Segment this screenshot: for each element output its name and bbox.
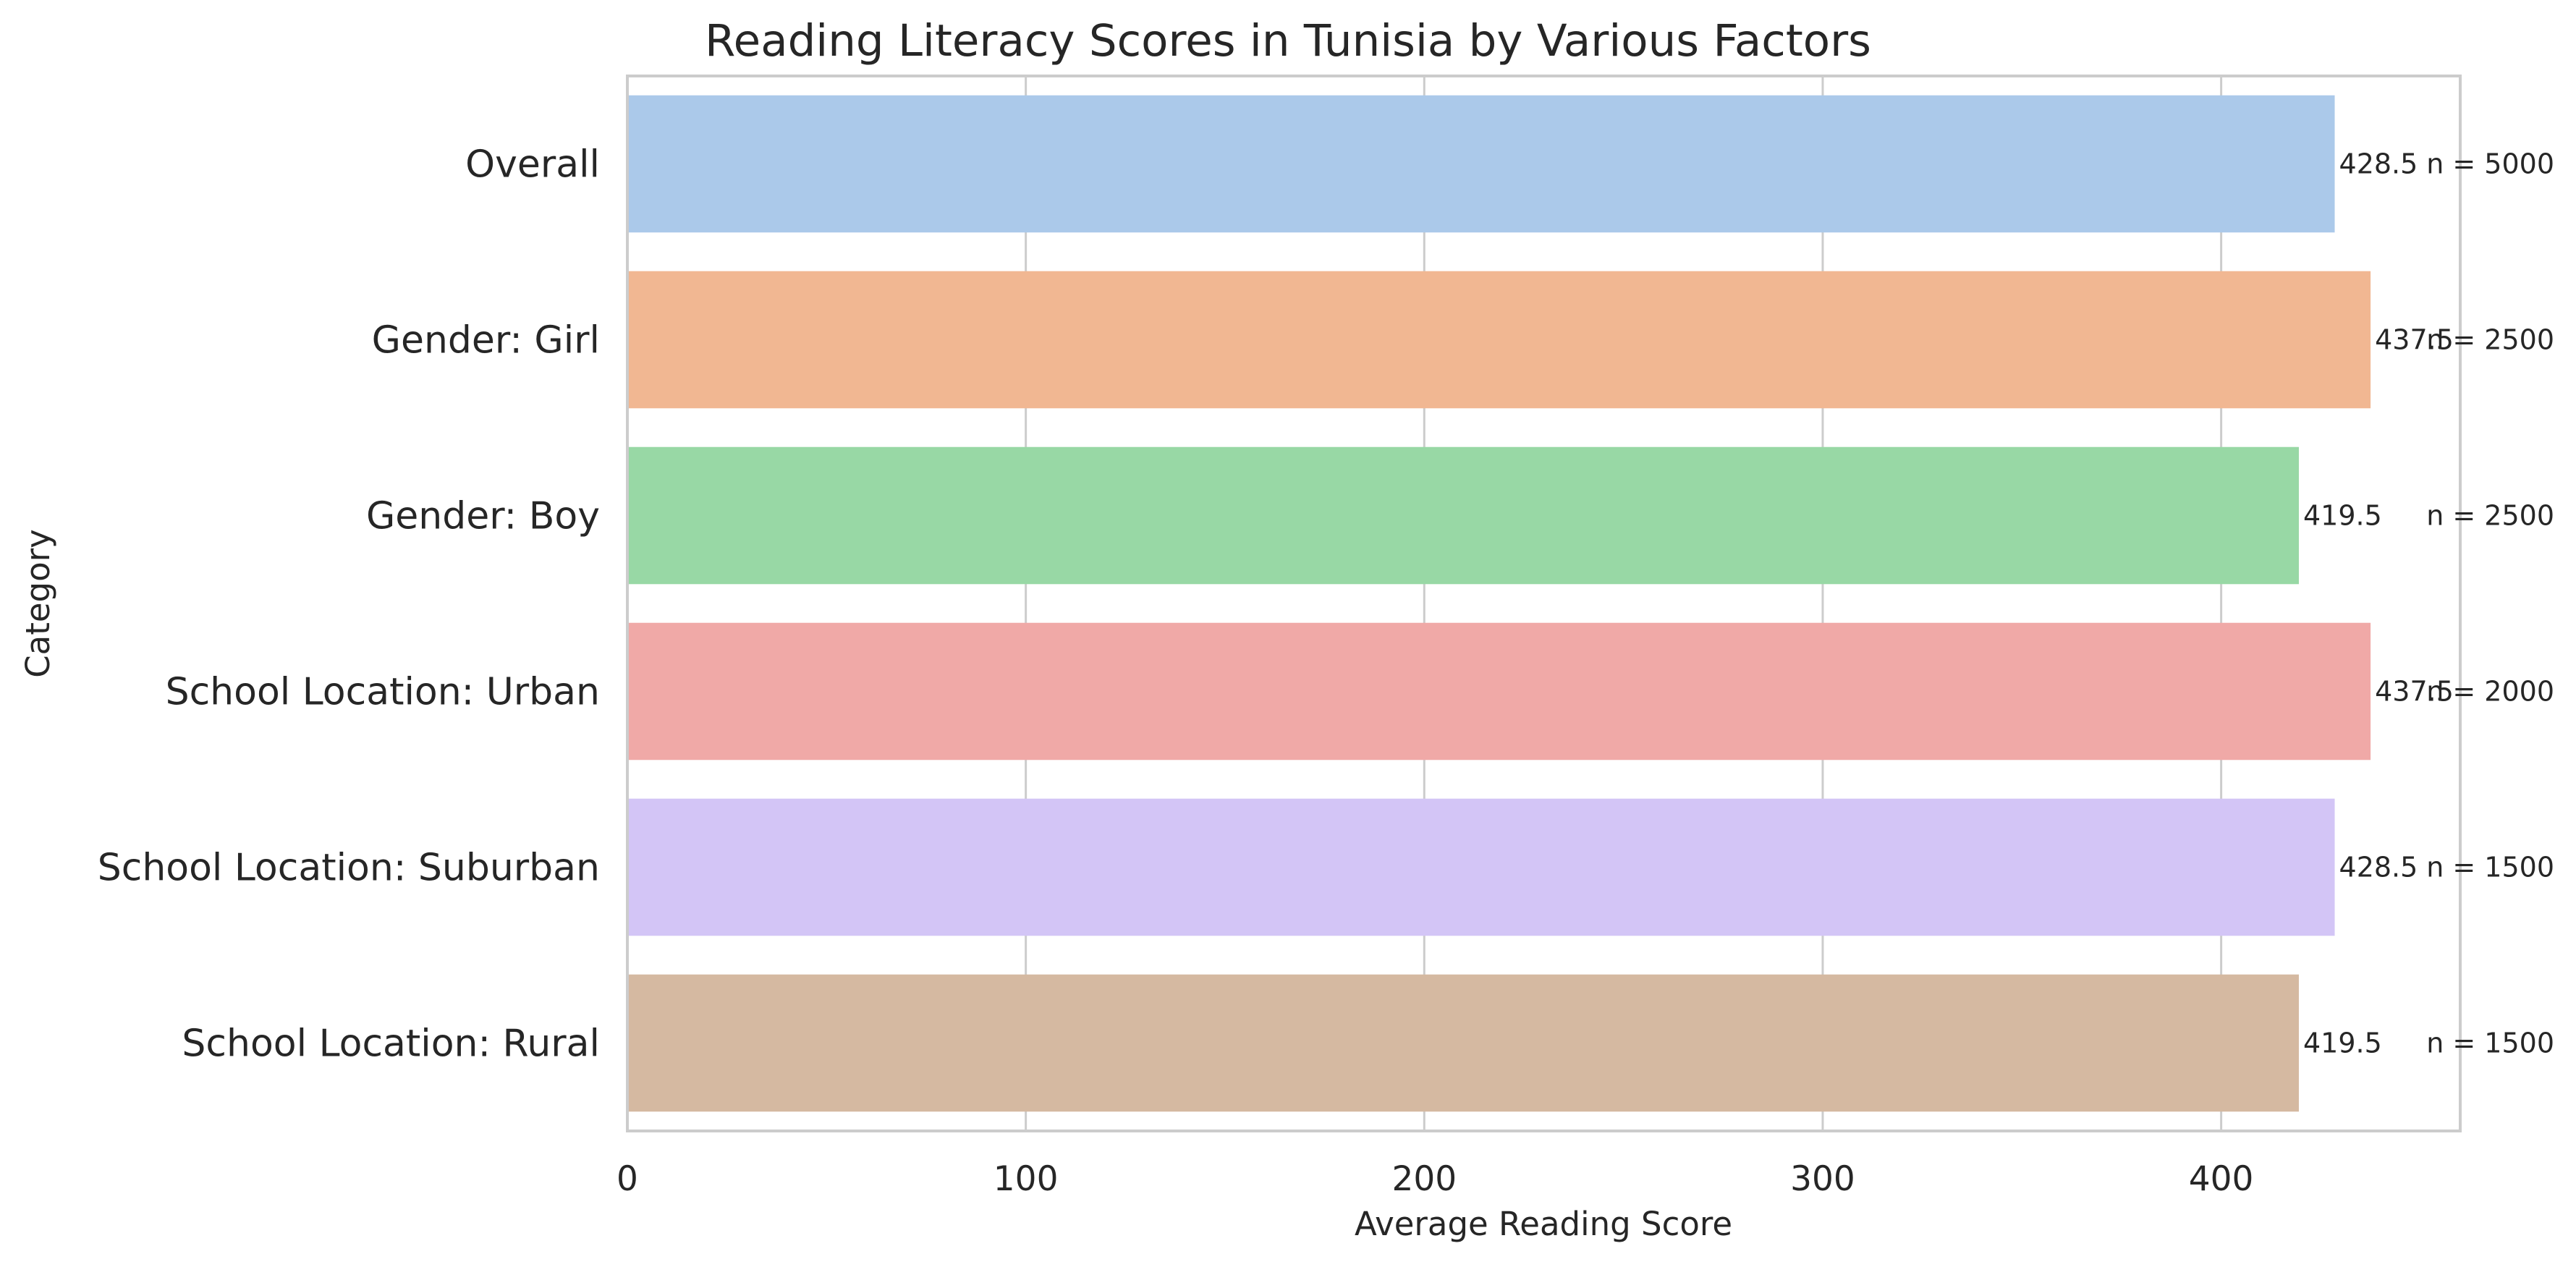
- y-tick-label: School Location: Suburban: [98, 847, 600, 890]
- y-tick-labels: Overall Gender: Girl Gender: Boy School Loc…: [98, 143, 600, 1066]
- value-label: 419.5: [2303, 500, 2382, 532]
- x-tick-labels: 0 100 200 300 400: [617, 1159, 2253, 1199]
- x-tick-label: 300: [1790, 1159, 1855, 1199]
- value-label: 428.5: [2339, 852, 2418, 883]
- x-tick-label: 400: [2189, 1159, 2254, 1199]
- value-label: 419.5: [2303, 1027, 2382, 1059]
- gridlines: [626, 76, 2223, 1131]
- x-tick-label: 100: [993, 1159, 1059, 1199]
- bar: [627, 798, 2335, 936]
- y-axis-label: Category: [19, 529, 57, 678]
- sample-size-label: n = 5000: [2426, 148, 2554, 180]
- chart-title: Reading Literacy Scores in Tunisia by Va…: [705, 15, 1871, 67]
- bar: [627, 95, 2335, 233]
- bar: [627, 446, 2299, 585]
- plot-frame: [626, 75, 2462, 1132]
- value-label: 437.5: [2375, 676, 2454, 708]
- y-tick-label: Overall: [465, 143, 600, 187]
- sample-size-label: n = 1500: [2426, 852, 2554, 883]
- value-label: 428.5: [2339, 148, 2418, 180]
- x-axis-label: Average Reading Score: [1355, 1205, 1732, 1243]
- sample-size-label: n = 2500: [2426, 324, 2554, 356]
- bar: [627, 974, 2299, 1112]
- bars: [627, 95, 2371, 1112]
- sample-size-label: n = 1500: [2426, 1027, 2554, 1059]
- bar: [627, 622, 2371, 760]
- y-tick-label: Gender: Boy: [366, 495, 600, 538]
- bar: [627, 271, 2371, 409]
- y-tick-label: School Location: Rural: [182, 1022, 600, 1066]
- sample-size-label: n = 2500: [2426, 500, 2554, 532]
- sample-size-label: n = 2000: [2426, 676, 2554, 708]
- x-tick-label: 0: [617, 1159, 638, 1199]
- x-tick-label: 200: [1391, 1159, 1457, 1199]
- y-tick-label: Gender: Girl: [372, 319, 600, 363]
- y-tick-label: School Location: Urban: [166, 671, 600, 714]
- value-label: 437.5: [2375, 324, 2454, 356]
